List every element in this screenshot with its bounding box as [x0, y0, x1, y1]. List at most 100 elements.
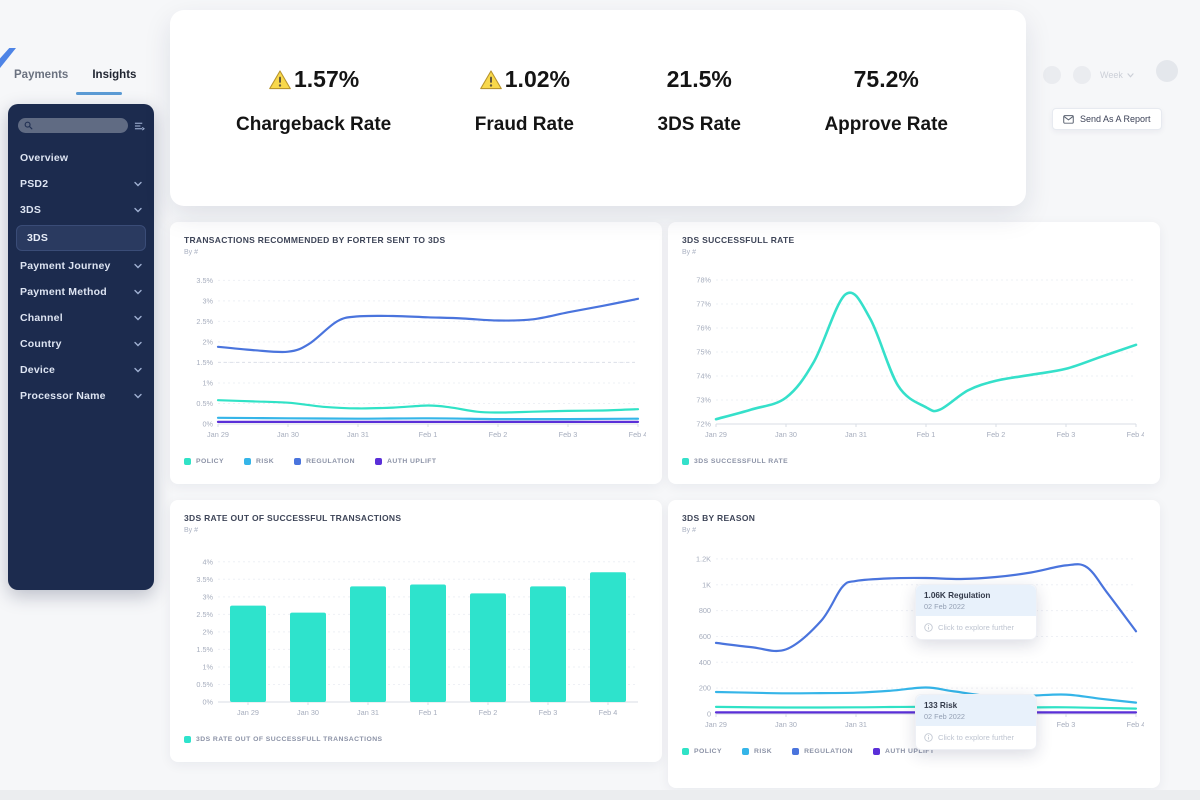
kpi-label: Chargeback Rate — [236, 114, 392, 135]
tab-insights[interactable]: Insights — [92, 69, 137, 81]
chart-title: 3DS BY REASON — [682, 513, 756, 523]
svg-text:1%: 1% — [202, 662, 213, 671]
legend-item-3ds-rate[interactable]: 3DS RATE OUT OF SUCCESSFULL TRANSACTIONS — [184, 736, 383, 743]
svg-text:3%: 3% — [202, 296, 213, 305]
svg-text:Feb 3: Feb 3 — [1057, 720, 1076, 729]
line-chart[interactable]: 78% 77% 76% 75% 74% 73% 72%Jan 29 Jan 30 Jan 31 F… — [682, 260, 1145, 448]
legend-marker — [375, 458, 382, 465]
search-input[interactable] — [18, 118, 128, 133]
legend-item-risk[interactable]: RISK — [244, 458, 274, 465]
chart-subtitle: By # — [682, 249, 697, 256]
legend-item-auth-uplift[interactable]: AUTH UPLIFT — [873, 748, 935, 755]
svg-text:Feb 2: Feb 2 — [479, 708, 498, 717]
svg-text:Jan 29: Jan 29 — [207, 430, 229, 439]
svg-text:Feb 3: Feb 3 — [1057, 430, 1076, 439]
legend-item-3ds-successfull-rate[interactable]: 3DS SUCCESSFULL RATE — [682, 458, 788, 465]
svg-text:77%: 77% — [696, 300, 711, 309]
search-icon — [24, 121, 33, 130]
svg-text:1K: 1K — [702, 580, 711, 589]
svg-text:76%: 76% — [696, 324, 711, 333]
sidebar-item-payment-journey[interactable]: Payment Journey — [8, 253, 154, 279]
svg-text:Feb 3: Feb 3 — [559, 430, 578, 439]
svg-text:2.5%: 2.5% — [196, 317, 213, 326]
bar-chart[interactable]: 4% 3.5% 3% 2.5% 2% 1.5% 1% 0.5% 0% Jan 29 Jan 30 Ja… — [184, 538, 646, 726]
svg-text:2%: 2% — [202, 627, 213, 636]
topbar-icon-button-1[interactable] — [1043, 66, 1061, 84]
page-bottom-edge — [0, 790, 1200, 800]
svg-text:0.5%: 0.5% — [196, 399, 213, 408]
svg-text:2.5%: 2.5% — [196, 610, 213, 619]
kpi-summary-card: 1.57% Chargeback Rate 1.02% Fraud Rate 2… — [170, 10, 1026, 206]
legend-marker — [184, 458, 191, 465]
chart-subtitle: By # — [184, 527, 199, 534]
chart-title: 3DS SUCCESSFULL RATE — [682, 235, 795, 245]
svg-text:0.5%: 0.5% — [196, 680, 213, 689]
chevron-down-icon — [134, 315, 142, 321]
line-chart[interactable]: 3.5% 3% 2.5% 2% 1.5% 1% 0.5% 0%Jan 29 Jan 30 Jan … — [184, 260, 647, 448]
kpi-value: 21.5% — [666, 66, 732, 92]
send-as-report-label: Send As A Report — [1080, 114, 1151, 124]
kpi-label: 3DS Rate — [657, 114, 741, 135]
chevron-down-icon — [134, 207, 142, 213]
svg-text:Jan 31: Jan 31 — [845, 720, 867, 729]
avatar[interactable] — [1156, 60, 1178, 82]
legend-item-policy[interactable]: POLICY — [682, 748, 722, 755]
week-dropdown-label: Week — [1100, 70, 1123, 80]
svg-text:Jan 31: Jan 31 — [357, 708, 379, 717]
svg-text:4%: 4% — [202, 557, 213, 566]
svg-text:1%: 1% — [202, 378, 213, 387]
svg-text:Feb 4: Feb 4 — [599, 708, 618, 717]
topbar-icon-button-2[interactable] — [1073, 66, 1091, 84]
sidebar-item-processor-name[interactable]: Processor Name — [8, 383, 154, 409]
tooltip-date: 02 Feb 2022 — [924, 712, 965, 721]
legend-marker — [294, 458, 302, 465]
svg-text:600: 600 — [699, 632, 711, 641]
svg-text:Jan 30: Jan 30 — [775, 430, 797, 439]
tooltip-explore-link[interactable]: Click to explore further — [916, 616, 1036, 639]
chart-legend: 3DS RATE OUT OF SUCCESSFULL TRANSACTIONS — [184, 736, 648, 743]
legend-item-risk[interactable]: RISK — [742, 748, 772, 755]
legend-marker — [184, 736, 191, 743]
chart-legend: POLICY RISK REGULATION AUTH UPLIFT — [184, 458, 648, 465]
chart-tooltip-regulation: 1.06K Regulation 02 Feb 2022 Click to ex… — [915, 584, 1037, 640]
sidebar-subitem-3ds[interactable]: 3DS — [16, 225, 146, 251]
svg-text:Jan 30: Jan 30 — [775, 720, 797, 729]
legend-item-regulation[interactable]: REGULATION — [792, 748, 853, 755]
svg-text:800: 800 — [699, 606, 711, 615]
sidebar-item-payment-method[interactable]: Payment Method — [8, 279, 154, 305]
svg-text:Jan 31: Jan 31 — [845, 430, 867, 439]
tooltip-explore-link[interactable]: Click to explore further — [916, 726, 1036, 749]
week-dropdown[interactable]: Week — [1100, 70, 1134, 80]
kpi-label: Fraud Rate — [474, 114, 574, 135]
legend-item-auth-uplift[interactable]: AUTH UPLIFT — [375, 458, 437, 465]
chevron-down-icon — [134, 181, 142, 187]
sidebar-item-psd2[interactable]: PSD2 — [8, 171, 154, 197]
legend-marker — [742, 748, 750, 755]
svg-text:Feb 4: Feb 4 — [1127, 430, 1144, 439]
svg-text:Feb 1: Feb 1 — [419, 430, 438, 439]
send-as-report-button[interactable]: Send As A Report — [1052, 108, 1162, 130]
chart-card-3ds-by-reason: 3DS BY REASON By # 1.2K 1K 800 600 400 200 0 Ja… — [668, 500, 1160, 788]
sidebar-item-device[interactable]: Device — [8, 357, 154, 383]
sidebar-nav: Overview PSD2 3DS 3DS Payment Journey Pa… — [8, 145, 154, 409]
sidebar-item-country[interactable]: Country — [8, 331, 154, 357]
svg-text:1.5%: 1.5% — [196, 645, 213, 654]
kpi-label: Approve Rate — [824, 114, 948, 135]
filter-icon[interactable] — [134, 120, 146, 132]
legend-item-policy[interactable]: POLICY — [184, 458, 224, 465]
svg-text:400: 400 — [699, 658, 711, 667]
legend-item-regulation[interactable]: REGULATION — [294, 458, 355, 465]
kpi-value: 75.2% — [853, 66, 919, 92]
chart-legend: 3DS SUCCESSFULL RATE — [682, 458, 1146, 465]
sidebar-item-overview[interactable]: Overview — [20, 152, 69, 164]
tab-payments[interactable]: Payments — [14, 69, 69, 81]
svg-text:Feb 2: Feb 2 — [489, 430, 508, 439]
svg-text:0%: 0% — [202, 698, 213, 707]
svg-text:3.5%: 3.5% — [196, 276, 213, 285]
sidebar-item-channel[interactable]: Channel — [8, 305, 154, 331]
chevron-down-icon — [1127, 72, 1134, 78]
kpi-3ds-rate: 21.5% 3DS Rate — [658, 66, 741, 136]
sidebar-item-3ds[interactable]: 3DS — [8, 197, 154, 223]
svg-text:3%: 3% — [202, 592, 213, 601]
